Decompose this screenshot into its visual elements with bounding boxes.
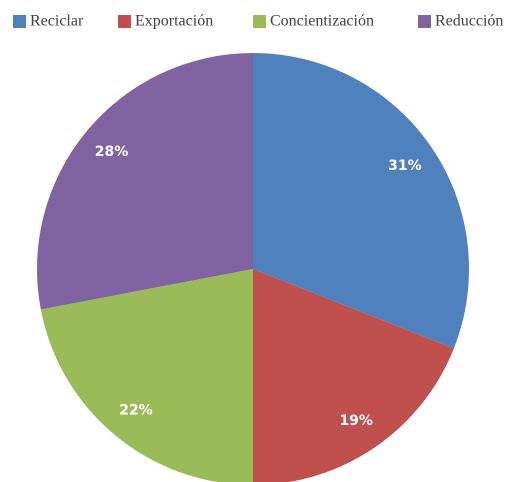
pie-slice bbox=[253, 269, 454, 482]
pie-slice bbox=[40, 269, 253, 482]
pie-slice bbox=[253, 53, 470, 349]
legend-swatch bbox=[13, 15, 26, 28]
data-label: 31% bbox=[388, 158, 422, 174]
legend-label: Reciclar bbox=[30, 13, 84, 30]
data-label: 22% bbox=[119, 402, 153, 418]
legend-swatch bbox=[118, 15, 131, 28]
legend-label: Reducción bbox=[435, 13, 503, 30]
legend-label: Concientización bbox=[270, 13, 374, 30]
pie-slice bbox=[36, 53, 253, 310]
legend-swatch bbox=[253, 15, 266, 28]
data-label: 19% bbox=[339, 413, 373, 429]
legend-swatch bbox=[418, 15, 431, 28]
legend-label: Exportación bbox=[135, 13, 213, 30]
data-label: 28% bbox=[95, 144, 129, 160]
